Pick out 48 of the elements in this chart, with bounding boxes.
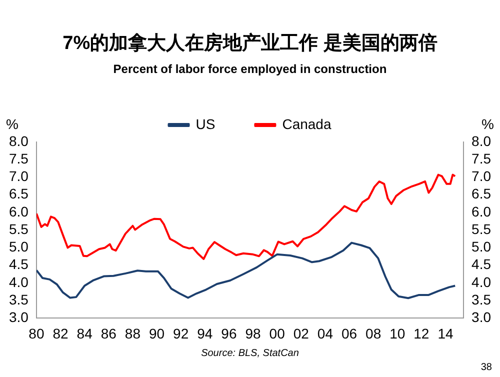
y2-tick-label: 4.0 [472,274,492,290]
x-tick-label: 92 [173,325,189,342]
x-tick-label: 14 [438,325,454,342]
x-tick-label: 98 [245,325,262,342]
x-tick-label: 02 [293,325,310,342]
y2-tick-label: 8.0 [472,132,492,149]
y2-tick-label: 7.5 [472,150,492,166]
y-axis-title: % [6,116,18,132]
legend-label: US [196,116,216,132]
y2-tick-label: 5.5 [472,220,492,237]
x-tick-label: 12 [414,325,430,342]
y2-tick-label: 6.5 [472,186,492,202]
y2-tick-label: 5.0 [472,238,492,255]
chart-title: 7%的加拿大人在房地产业工作 是美国的两倍 [62,31,438,56]
y-tick-label: 8.0 [8,132,29,149]
y-tick-label: 4.5 [8,256,29,272]
y-tick-label: 6.0 [8,203,29,220]
source-note: Source: BLS, StatCan [200,348,300,359]
x-tick-label: 06 [341,325,358,342]
y-tick-label: 3.5 [8,291,29,308]
x-tick-label: 04 [317,325,334,342]
y-tick-label: 7.5 [8,150,29,166]
y2-tick-label: 7.0 [472,168,492,184]
y-tick-label: 5.5 [8,220,29,237]
y-tick-label: 3.0 [8,309,29,326]
legend-label: Canada [282,116,332,132]
y-tick-label: 6.5 [8,186,29,202]
y-tick-label: 5.0 [8,238,29,255]
text: 38 [480,362,492,373]
x-tick-label: 86 [100,325,117,342]
chart-subtitle: Percent of labor force employed in construction [112,62,388,76]
y2-tick-label: 6.0 [472,203,492,220]
x-tick-label: 96 [221,325,237,342]
x-tick-label: 82 [52,325,69,342]
x-tick-label: 84 [76,325,93,342]
y-tick-label: 4.0 [8,274,29,290]
x-tick-label: 08 [366,325,382,342]
x-tick-label: 10 [390,325,406,342]
x-tick-label: 94 [197,325,213,342]
y2-axis-title: % [482,116,494,132]
y-tick-label: 7.0 [8,168,29,184]
y2-tick-label: 4.5 [472,256,492,272]
y2-tick-label: 3.0 [472,309,492,326]
x-tick-label: 88 [124,325,141,342]
x-tick-label: 00 [269,325,286,342]
x-tick-label: 80 [28,325,44,342]
x-tick-label: 90 [148,325,165,342]
y2-tick-label: 3.5 [472,291,492,308]
